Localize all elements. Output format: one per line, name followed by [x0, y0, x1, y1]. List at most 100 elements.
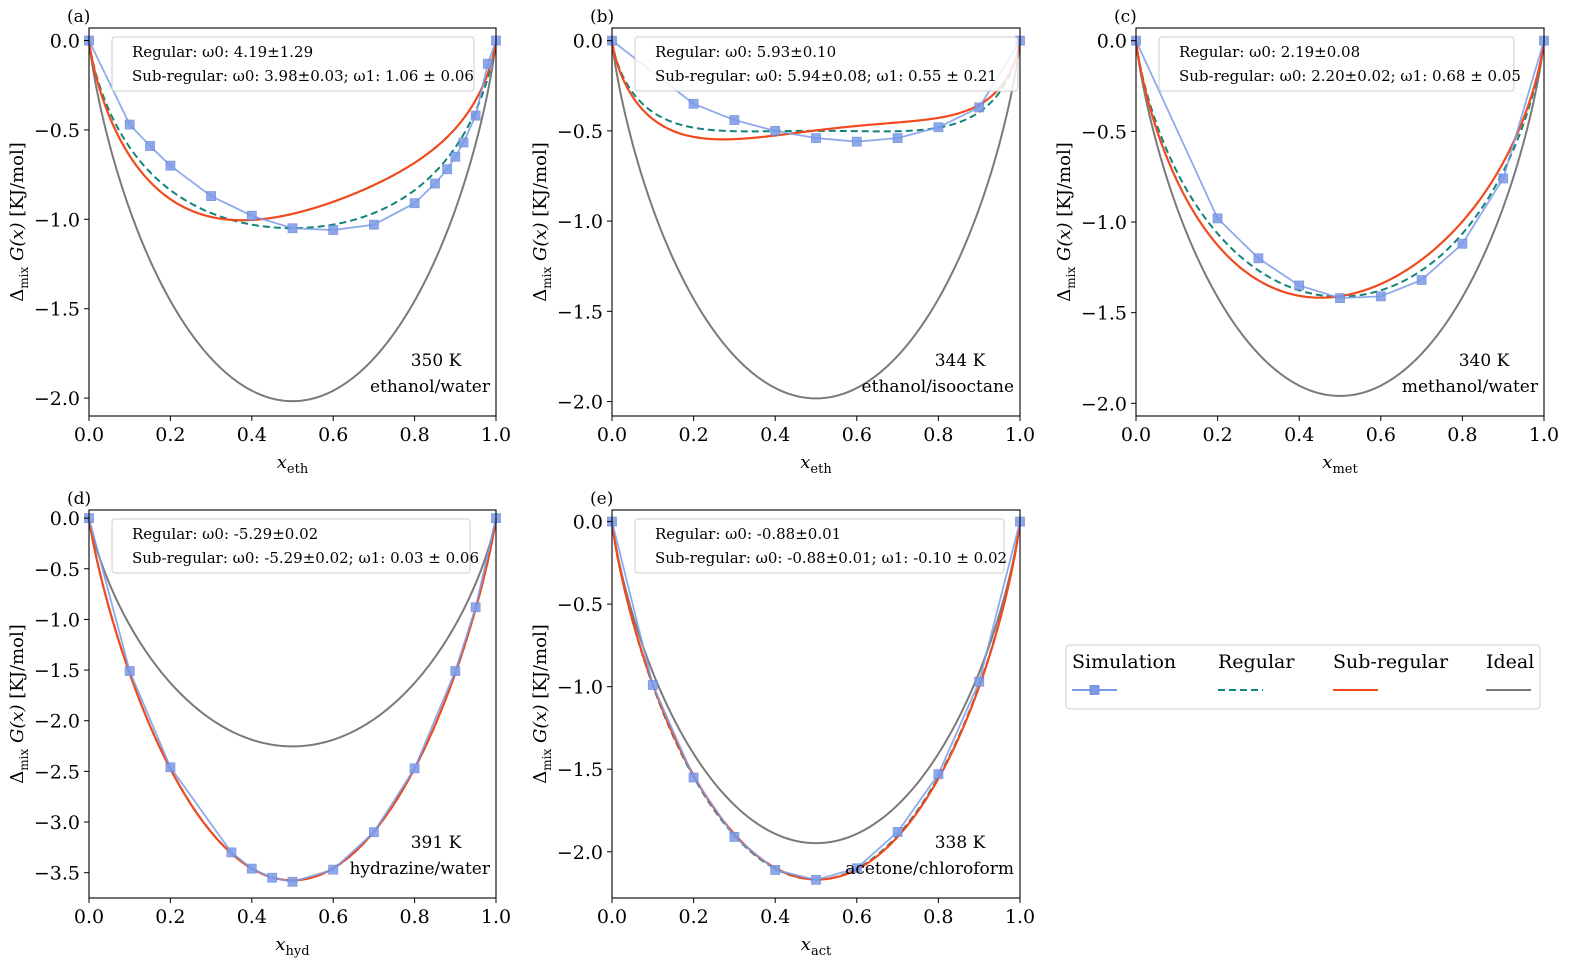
simulation-point — [246, 210, 257, 221]
subregular-fit-params: Sub-regular: ω0: 3.98±0.03; ω1: 1.06 ± 0… — [132, 67, 474, 85]
x-tick-label: 0.8 — [923, 906, 953, 928]
x-axis-title: xeth — [277, 452, 309, 477]
simulation-point — [165, 160, 176, 171]
simulation-point — [287, 876, 298, 887]
x-tick-label: 0.4 — [237, 906, 267, 928]
regular-fit-params: Regular: ω0: 2.19±0.08 — [1179, 43, 1360, 61]
simulation-point — [1457, 238, 1468, 249]
x-tick-label: 0.6 — [842, 424, 872, 446]
legend-simulation-marker — [1089, 685, 1100, 695]
y-tick-label: −1.0 — [34, 209, 80, 231]
y-tick-label: 0.0 — [50, 508, 80, 530]
simulation-point — [770, 865, 781, 875]
x-tick-label: 1.0 — [481, 424, 511, 446]
simulation-point — [688, 98, 699, 109]
y-tick-label: 0.0 — [1097, 31, 1127, 53]
y-tick-label: −2.0 — [34, 711, 80, 733]
svg-text:Δmix G(x) [KJ/mol]: Δmix G(x) [KJ/mol] — [7, 142, 31, 301]
y-tick-label: −0.5 — [557, 594, 603, 616]
x-tick-label: 1.0 — [481, 906, 511, 928]
y-tick-label: −2.0 — [34, 388, 80, 410]
svg-text:Δmix G(x) [KJ/mol]: Δmix G(x) [KJ/mol] — [530, 624, 554, 783]
simulation-point — [287, 223, 298, 234]
plot-area — [1136, 40, 1544, 397]
simulation-line — [612, 39, 1020, 143]
x-tick-label: 0.0 — [74, 906, 104, 928]
legend-ideal-label: Ideal — [1486, 651, 1534, 673]
x-tick-label: 1.0 — [1005, 906, 1035, 928]
x-tick-label: 0.4 — [760, 424, 790, 446]
svg-text:Δmix G(x) [KJ/mol]: Δmix G(x) [KJ/mol] — [530, 142, 554, 301]
x-tick-label: 0.8 — [1447, 424, 1477, 446]
fit-parameters-box — [111, 36, 475, 92]
x-axis-title: xhyd — [275, 934, 309, 959]
ideal-curve — [612, 40, 1020, 400]
y-tick-label: −3.5 — [34, 863, 80, 885]
panel-label: (d) — [67, 489, 91, 509]
panel-label: (c) — [1114, 7, 1137, 27]
system-label: ethanol/water — [370, 377, 491, 397]
simulation-point — [226, 847, 237, 858]
y-tick-label: −1.5 — [1081, 303, 1127, 325]
subregular-fit-curve — [89, 40, 496, 222]
x-tick-label: 0.6 — [318, 906, 348, 928]
regular-fit-curve — [612, 521, 1020, 881]
y-tick-label: 0.0 — [573, 31, 603, 53]
legend-subregular-label: Sub-regular — [1333, 651, 1449, 673]
simulation-point — [688, 772, 699, 783]
simulation-point — [974, 676, 985, 687]
y-tick-label: −2.0 — [557, 392, 603, 414]
regular-fit-curve — [612, 40, 1020, 133]
y-tick-label: −1.5 — [557, 301, 603, 323]
fit-parameters-box — [634, 518, 1005, 574]
simulation-line — [1136, 40, 1544, 300]
simulation-point — [1416, 275, 1427, 285]
y-axis-title: Δmix G(x) [KJ/mol] — [1054, 142, 1078, 301]
simulation-point — [368, 827, 379, 838]
simulation-point — [1498, 173, 1509, 184]
simulation-point — [892, 827, 903, 837]
x-tick-label: 0.6 — [1366, 424, 1396, 446]
simulation-point — [267, 872, 278, 883]
y-tick-label: 0.0 — [573, 512, 603, 534]
axes-frame — [88, 509, 497, 899]
plot-area — [612, 521, 1020, 881]
x-tick-label: 0.0 — [74, 424, 104, 446]
simulation-point — [124, 666, 135, 676]
panel-label: (a) — [67, 7, 90, 27]
y-tick-label: −1.0 — [34, 609, 80, 631]
fit-parameters-box — [634, 36, 1019, 92]
simulation-point — [430, 178, 440, 189]
y-tick-label: −2.0 — [557, 842, 603, 864]
simulation-point — [729, 832, 740, 842]
x-tick-label: 0.6 — [842, 906, 872, 928]
x-tick-label: 0.2 — [155, 424, 185, 446]
panel-label: (b) — [590, 7, 614, 27]
subregular-fit-params: Sub-regular: ω0: -5.29±0.02; ω1: 0.03 ± … — [132, 549, 479, 567]
x-axis-title: xmet — [1322, 452, 1358, 477]
system-label: methanol/water — [1402, 377, 1539, 397]
subplot-c: (c) 0.0 0.2 0.4 0.6 0.8 1.0 0.0 −0.5 −1.0 −1.5 −2.0… — [1054, 7, 1559, 477]
subregular-fit-curve — [612, 40, 1020, 141]
x-tick-label: 0.0 — [597, 906, 627, 928]
subplot-a: (a) 0.0 0.2 0.4 0.6 0.8 1.0 0.0 −0.5 −1.0 −1.5 −2.0… — [7, 7, 511, 477]
regular-fit-curve — [89, 40, 496, 230]
y-tick-label: −0.5 — [1081, 121, 1127, 143]
x-tick-label: 0.8 — [399, 906, 429, 928]
y-axis-title: Δmix G(x) [KJ/mol] — [7, 142, 31, 301]
shared-legend: Simulation Regular Sub-regular Ideal — [1065, 644, 1541, 710]
simulation-point — [470, 110, 481, 121]
simulation-point — [1294, 280, 1305, 291]
svg-text:Δmix G(x) [KJ/mol]: Δmix G(x) [KJ/mol] — [1054, 142, 1078, 301]
subregular-fit-params: Sub-regular: ω0: 2.20±0.02; ω1: 0.68 ± 0… — [1179, 67, 1521, 85]
y-tick-label: −2.0 — [1081, 393, 1127, 415]
simulation-point — [458, 137, 469, 148]
ideal-curve — [89, 517, 496, 748]
plot-area — [612, 39, 1020, 400]
y-tick-label: −1.5 — [557, 759, 603, 781]
y-tick-label: −1.0 — [557, 677, 603, 699]
simulation-point — [450, 666, 461, 676]
legend-regular-label: Regular — [1218, 651, 1295, 673]
regular-fit-params: Regular: ω0: 4.19±1.29 — [132, 43, 313, 61]
